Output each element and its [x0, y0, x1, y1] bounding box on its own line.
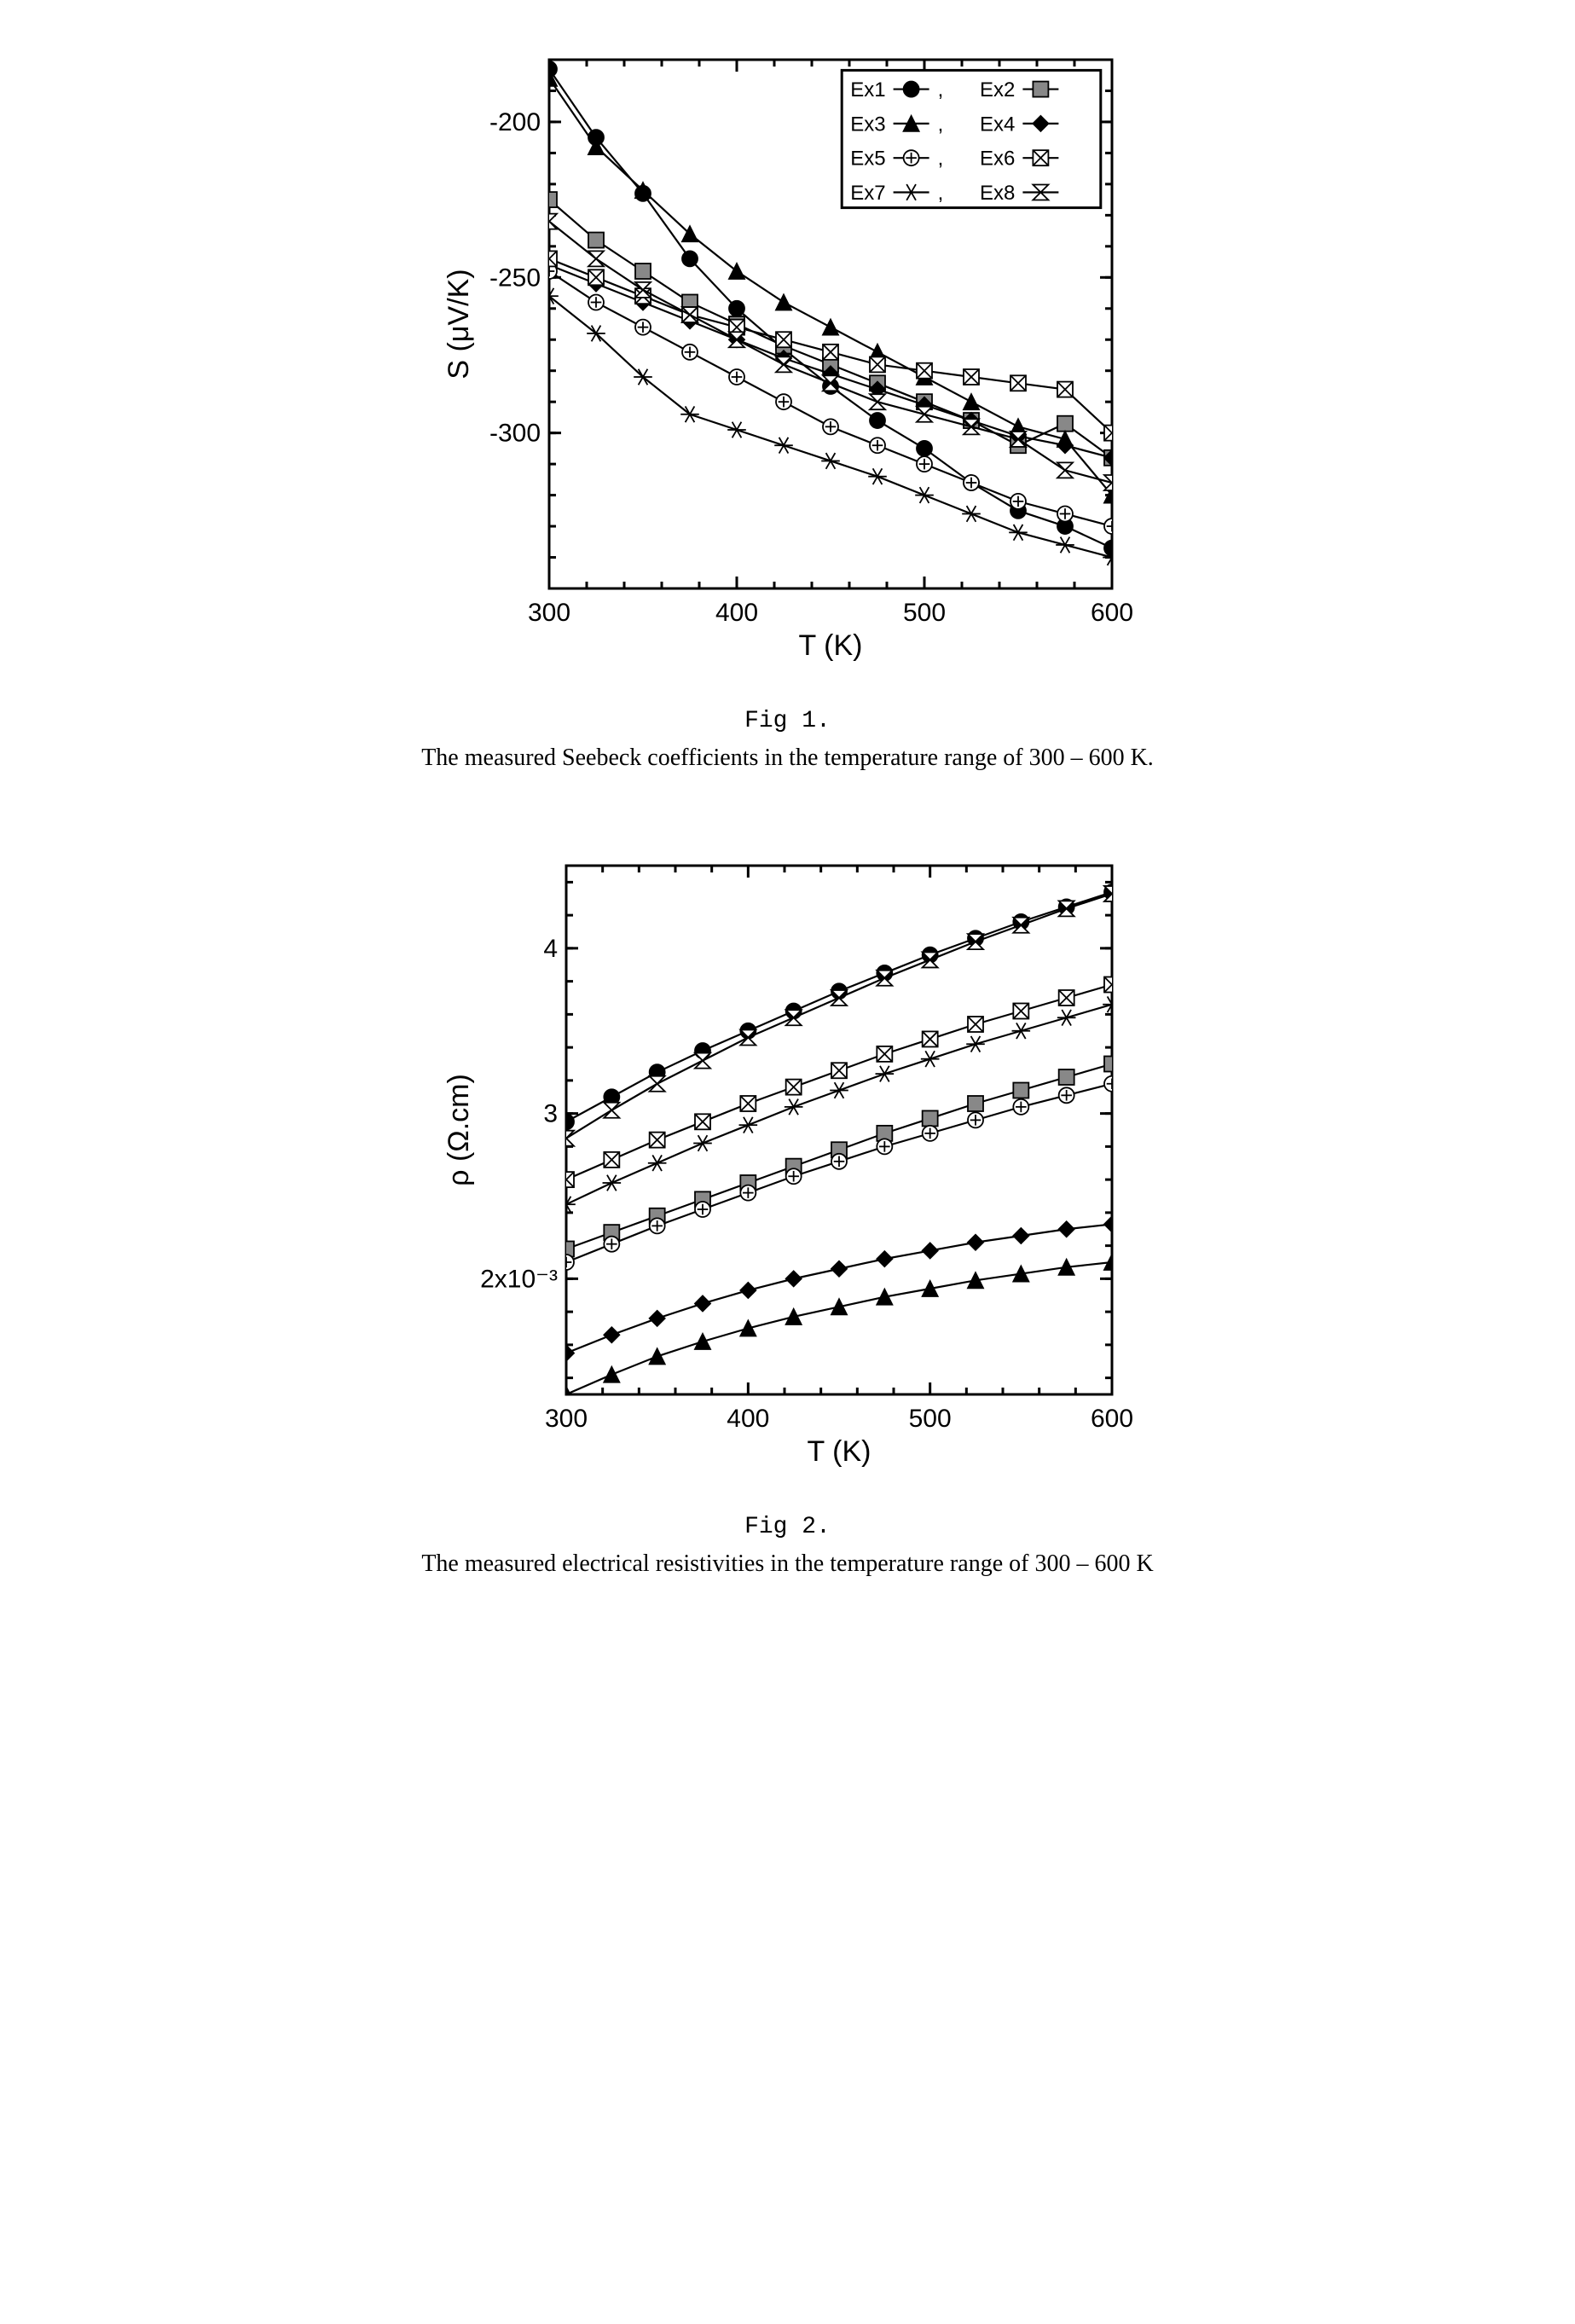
svg-text:-200: -200: [489, 108, 540, 136]
svg-text:-250: -250: [489, 264, 540, 292]
svg-text:300: 300: [544, 1405, 587, 1433]
svg-text:Ex1: Ex1: [850, 78, 885, 101]
svg-text:Ex3: Ex3: [850, 113, 885, 136]
svg-text:,: ,: [937, 78, 943, 101]
svg-text:T (K): T (K): [798, 629, 862, 662]
fig1-label: Fig 1.: [319, 708, 1257, 734]
resistivity-chart: 300 400 500 600 2x10⁻³ 3 4 T (K) ρ (Ω.cm): [438, 840, 1138, 1488]
svg-text:400: 400: [715, 599, 757, 627]
seebeck-chart: 300 400 500 600 -300 -250 -200 T (K) S (μV/K) Ex1…: [438, 34, 1138, 682]
figure-2: 300 400 500 600 2x10⁻³ 3 4 T (K) ρ (Ω.cm) Fig 2.…: [319, 840, 1257, 1578]
svg-text:600: 600: [1090, 599, 1132, 627]
svg-text:4: 4: [543, 935, 558, 963]
svg-text:3: 3: [543, 1100, 558, 1128]
svg-text:Ex8: Ex8: [980, 182, 1015, 205]
svg-text:,: ,: [937, 148, 943, 171]
svg-text:-300: -300: [489, 420, 540, 448]
figure-1: 300 400 500 600 -300 -250 -200 T (K) S (μV/K) Ex1…: [319, 34, 1257, 772]
svg-text:2x10⁻³: 2x10⁻³: [480, 1265, 558, 1293]
fig2-label: Fig 2.: [319, 1514, 1257, 1540]
svg-text:300: 300: [527, 599, 570, 627]
svg-text:400: 400: [727, 1405, 769, 1433]
svg-text:ρ (Ω.cm): ρ (Ω.cm): [443, 1074, 475, 1186]
svg-text:,: ,: [937, 182, 943, 205]
svg-text:500: 500: [902, 599, 945, 627]
svg-text:500: 500: [908, 1405, 951, 1433]
svg-text:Ex5: Ex5: [850, 148, 885, 171]
svg-text:600: 600: [1090, 1405, 1132, 1433]
fig2-caption: The measured electrical resistivities in…: [319, 1550, 1257, 1578]
svg-text:Ex7: Ex7: [850, 182, 885, 205]
svg-text:Ex2: Ex2: [980, 78, 1015, 101]
svg-text:Ex6: Ex6: [980, 148, 1015, 171]
svg-text:Ex4: Ex4: [980, 113, 1015, 136]
svg-text:T (K): T (K): [807, 1435, 871, 1468]
fig1-caption: The measured Seebeck coefficients in the…: [319, 745, 1257, 772]
svg-text:S (μV/K): S (μV/K): [443, 269, 475, 379]
svg-text:,: ,: [937, 113, 943, 136]
